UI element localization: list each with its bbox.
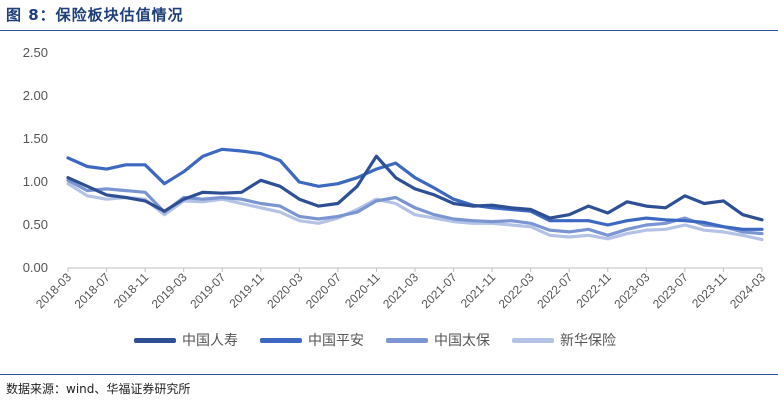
legend-label: 新华保险 xyxy=(560,333,616,349)
title-rule xyxy=(0,30,778,31)
legend-label: 中国人寿 xyxy=(182,333,238,349)
x-tick-label: 2022-07 xyxy=(534,270,575,311)
legend-swatch xyxy=(260,337,302,343)
legend-swatch xyxy=(386,337,428,343)
line-chart: 0.000.501.001.502.002.50 2018-032018-072… xyxy=(23,45,769,311)
x-tick-label: 2023-11 xyxy=(689,270,730,311)
legend-swatch xyxy=(134,337,176,343)
y-tick-label: 1.50 xyxy=(23,131,48,146)
y-tick-label: 2.00 xyxy=(23,88,48,103)
y-tick-label: 0.00 xyxy=(23,260,48,275)
x-tick-label: 2020-07 xyxy=(303,270,344,311)
series-line xyxy=(66,154,764,222)
x-tick-label: 2019-11 xyxy=(226,270,267,311)
y-axis-ticks: 0.00 0.50 1.00 1.50 2.00 2.50 xyxy=(23,45,48,275)
x-tick-label: 2018-07 xyxy=(72,270,113,311)
figure-title: 图 8：保险板块估值情况 xyxy=(6,6,184,24)
x-tick-label: 2021-03 xyxy=(380,270,421,311)
x-axis: 2018-032018-072018-112019-032019-072019-… xyxy=(33,267,768,311)
chart-legend: 中国人寿 中国平安 中国太保 新华保险 xyxy=(134,330,616,350)
legend-item: 新华保险 xyxy=(512,330,616,350)
legend-label: 中国太保 xyxy=(434,333,490,349)
series-line xyxy=(66,182,764,242)
legend-swatch xyxy=(512,337,554,343)
series-lines xyxy=(66,147,764,242)
x-tick-label: 2018-03 xyxy=(33,270,74,311)
series-line xyxy=(66,147,764,231)
source-note: 数据来源：wind、华福证券研究所 xyxy=(6,382,191,396)
x-tick-label: 2023-07 xyxy=(650,270,691,311)
x-tick-label: 2020-11 xyxy=(342,270,383,311)
x-tick-label: 2022-11 xyxy=(573,270,614,311)
x-tick-label: 2019-03 xyxy=(149,270,190,311)
x-tick-label: 2019-07 xyxy=(187,270,228,311)
x-tick-label: 2022-03 xyxy=(496,270,537,311)
y-tick-label: 2.50 xyxy=(23,45,48,60)
x-tick-label: 2023-03 xyxy=(611,270,652,311)
x-tick-label: 2024-03 xyxy=(727,270,768,311)
x-tick-label: 2020-03 xyxy=(264,270,305,311)
legend-label: 中国平安 xyxy=(308,333,364,349)
y-tick-label: 1.00 xyxy=(23,174,48,189)
y-tick-label: 0.50 xyxy=(23,217,48,232)
x-tick-label: 2018-11 xyxy=(111,270,152,311)
x-tick-label: 2021-07 xyxy=(419,270,460,311)
legend-item: 中国人寿 xyxy=(134,330,238,350)
legend-item: 中国太保 xyxy=(386,330,490,350)
source-rule xyxy=(0,374,778,375)
x-tick-label: 2021-11 xyxy=(458,270,499,311)
legend-item: 中国平安 xyxy=(260,330,364,350)
